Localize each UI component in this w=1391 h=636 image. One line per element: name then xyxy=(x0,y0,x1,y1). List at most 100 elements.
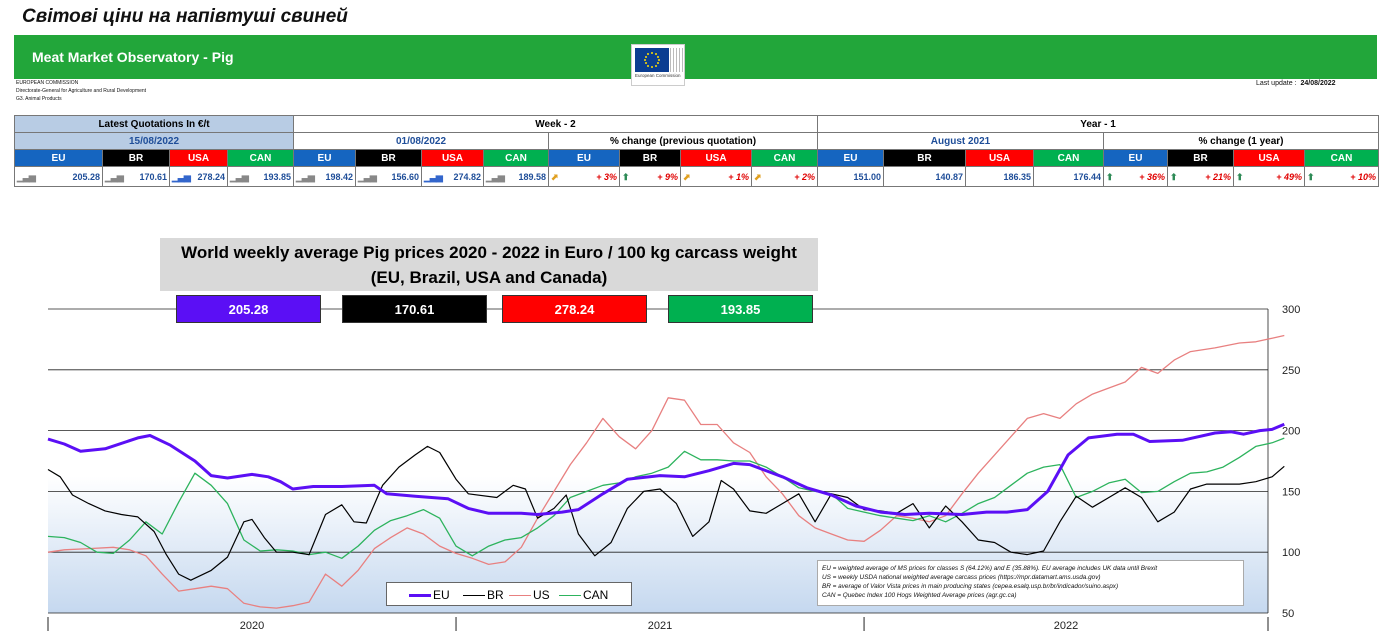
banner: Meat Market Observatory - Pig xyxy=(14,35,1377,79)
country-header-br: BR xyxy=(102,149,170,167)
country-header-br: BR xyxy=(619,149,681,167)
chart-title-line: World weekly average Pig prices 2020 - 2… xyxy=(181,243,797,262)
bar-chart-icon: ▁▃▅ xyxy=(172,172,191,182)
year-value-can: 176.44 xyxy=(1033,166,1104,187)
week-date: 01/08/2022 xyxy=(293,132,549,150)
year-date: August 2021 xyxy=(817,132,1104,150)
arrow-up-icon: ⬆ xyxy=(1106,172,1114,182)
country-header-br: BR xyxy=(883,149,966,167)
badge-usa: 278.24 xyxy=(502,295,647,323)
latest-value-eu: ▁▃▅ 205.28 xyxy=(14,166,103,187)
arrow-up-right-icon: ⬈ xyxy=(754,172,762,182)
country-header-eu: EU xyxy=(548,149,620,167)
week-value-usa: ▁▃▅ 274.82 xyxy=(421,166,484,187)
arrow-up-icon: ⬆ xyxy=(622,172,630,182)
latest-value-usa: ▁▃▅ 278.24 xyxy=(169,166,228,187)
note-line: EU = weighted average of MS prices for c… xyxy=(822,565,1158,572)
note-line: BR = average of Valor Vista prices in ma… xyxy=(822,583,1119,590)
legend-swatch xyxy=(509,595,531,597)
legend-item-br: BR xyxy=(463,588,504,602)
bar-chart-icon: ▁▃▅ xyxy=(296,172,315,182)
arrow-up-icon: ⬆ xyxy=(1236,172,1244,182)
legend-swatch xyxy=(559,595,581,597)
bar-chart-icon: ▁▃▅ xyxy=(105,172,124,182)
arrow-up-icon: ⬆ xyxy=(1170,172,1178,182)
legend-swatch xyxy=(409,594,431,598)
org-line: Directorate-General for Agriculture and … xyxy=(16,88,147,94)
chart-notes: EU = weighted average of MS prices for c… xyxy=(817,560,1244,606)
year-change-eu: ⬆ + 36% xyxy=(1103,166,1168,187)
note-line: US = weekly USDA national weighted avera… xyxy=(822,574,1101,581)
quotations-table: Latest Quotations In €/t Week - 2 Year -… xyxy=(14,115,1379,187)
organisation-lines: EUROPEAN COMMISSION Directorate-General … xyxy=(16,79,146,103)
badge-eu: 205.28 xyxy=(176,295,321,323)
year-value-eu: 151.00 xyxy=(817,166,884,187)
country-header-can: CAN xyxy=(1304,149,1379,167)
country-header-eu: EU xyxy=(817,149,884,167)
x-tick-label: 2020 xyxy=(240,620,264,632)
country-header-usa: USA xyxy=(421,149,484,167)
series-line-eu xyxy=(47,422,1285,516)
year-value-usa: 186.35 xyxy=(965,166,1034,187)
x-tick-label: 2022 xyxy=(1054,620,1078,632)
y-tick-label: 150 xyxy=(1282,486,1300,498)
bar-chart-icon: ▁▃▅ xyxy=(424,172,443,182)
country-header-eu: EU xyxy=(14,149,103,167)
country-header-usa: USA xyxy=(965,149,1034,167)
page-heading: Світові ціни на напівтуші свиней xyxy=(22,6,348,27)
week-value-eu: ▁▃▅ 198.42 xyxy=(293,166,356,187)
country-header-can: CAN xyxy=(227,149,294,167)
week-change-eu: ⬈ + 3% xyxy=(548,166,620,187)
country-header-can: CAN xyxy=(751,149,818,167)
y-tick-label: 250 xyxy=(1282,365,1300,377)
y-tick-label: 200 xyxy=(1282,426,1300,438)
week-header: Week - 2 xyxy=(293,115,818,133)
legend-swatch xyxy=(463,595,485,597)
badge-br: 170.61 xyxy=(342,295,487,323)
week-change-can: ⬈ + 2% xyxy=(751,166,818,187)
banner-title: Meat Market Observatory - Pig xyxy=(32,49,234,65)
latest-value-br: ▁▃▅ 170.61 xyxy=(102,166,170,187)
year-header: Year - 1 xyxy=(817,115,1379,133)
arrow-up-icon: ⬆ xyxy=(1307,172,1315,182)
year-change-usa: ⬆ + 49% xyxy=(1233,166,1305,187)
country-header-usa: USA xyxy=(680,149,752,167)
year-change-br: ⬆ + 21% xyxy=(1167,166,1234,187)
week-change-usa: ⬈ + 1% xyxy=(680,166,752,187)
eu-flag-icon xyxy=(635,48,669,72)
week-change-header: % change (previous quotation) xyxy=(548,132,818,150)
bar-chart-icon: ▁▃▅ xyxy=(358,172,377,182)
legend-item-eu: EU xyxy=(409,588,450,602)
chart-title: World weekly average Pig prices 2020 - 2… xyxy=(160,238,818,291)
y-tick-label: 50 xyxy=(1282,608,1294,620)
country-header-usa: USA xyxy=(169,149,228,167)
country-header-usa: USA xyxy=(1233,149,1305,167)
latest-value-can: ▁▃▅ 193.85 xyxy=(227,166,294,187)
country-header-can: CAN xyxy=(1033,149,1104,167)
logo-caption: European Commission xyxy=(635,73,681,78)
note-line: CAN = Quebec Index 100 Hogs Weighted Ave… xyxy=(822,592,1017,599)
series-line-us xyxy=(47,334,1285,609)
chart-subtitle: (EU, Brazil, USA and Canada) xyxy=(370,268,608,287)
year-change-header: % change (1 year) xyxy=(1103,132,1379,150)
org-line: EUROPEAN COMMISSION xyxy=(16,80,79,86)
org-line: G3. Animal Products xyxy=(16,96,62,102)
y-tick-label: 100 xyxy=(1282,547,1300,559)
country-header-br: BR xyxy=(1167,149,1234,167)
series-line-br xyxy=(47,445,1285,581)
latest-date: 15/08/2022 xyxy=(14,132,294,150)
series-line-can xyxy=(47,437,1285,559)
year-change-can: ⬆ + 10% xyxy=(1304,166,1379,187)
badge-can: 193.85 xyxy=(668,295,813,323)
x-tick-label: 2021 xyxy=(648,620,672,632)
arrow-up-right-icon: ⬈ xyxy=(683,172,691,182)
last-update-value: 24/08/2022 xyxy=(1300,80,1336,87)
country-header-eu: EU xyxy=(1103,149,1168,167)
week-change-br: ⬆ + 9% xyxy=(619,166,681,187)
country-header-br: BR xyxy=(355,149,422,167)
legend-item-can: CAN xyxy=(559,588,608,602)
price-line-chart: 50 100 150 200 250 300 2020 2021 2022 xyxy=(47,304,1300,632)
bar-chart-icon: ▁▃▅ xyxy=(17,172,36,182)
year-value-br: 140.87 xyxy=(883,166,966,187)
country-header-eu: EU xyxy=(293,149,356,167)
